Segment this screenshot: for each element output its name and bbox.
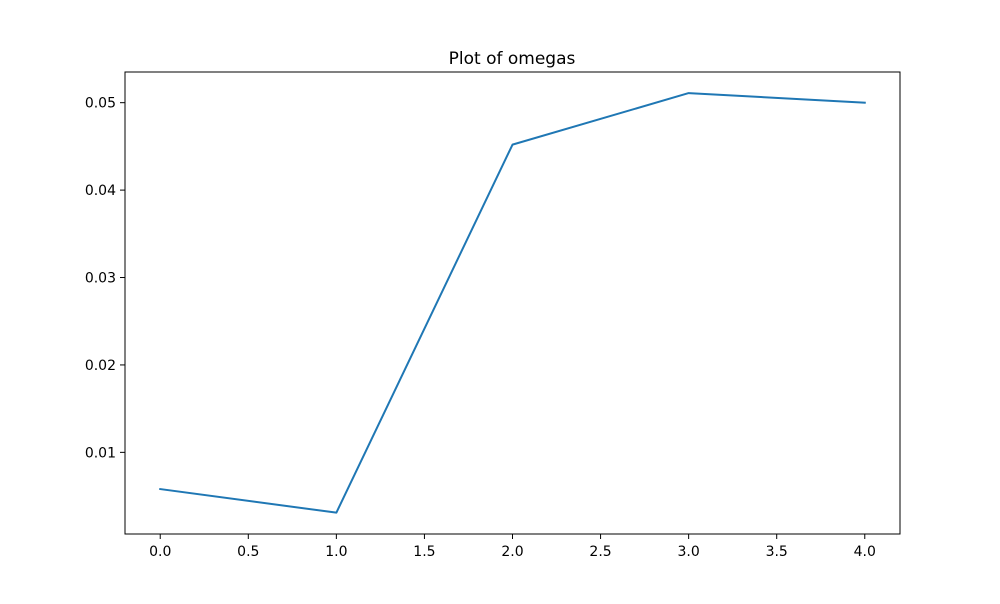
y-tick-label: 0.03 [85,271,116,287]
x-tick-label: 2.0 [501,544,523,560]
x-tick-label: 2.5 [589,544,611,560]
x-tick-label: 1.5 [413,544,435,560]
y-tick-label: 0.04 [85,183,116,199]
x-tick-label: 0.0 [149,544,171,560]
plot-area-frame [124,71,901,535]
y-tick-label: 0.01 [85,445,116,461]
x-tick-label: 4.0 [854,544,876,560]
series-line [159,92,866,514]
series-layer [159,92,866,514]
y-axis: 0.01 0.02 0.03 0.04 0.05 [85,96,125,461]
y-tick-label: 0.02 [85,358,116,374]
chart-title: Plot of omegas [449,49,576,69]
x-axis: 0.0 0.5 1.0 1.5 2.0 2.5 3.0 3.5 4.0 [149,534,876,560]
x-tick-label: 3.5 [766,544,788,560]
x-tick-label: 1.0 [325,544,347,560]
y-tick-label: 0.05 [85,96,116,112]
x-tick-label: 3.0 [678,544,700,560]
x-tick-label: 0.5 [237,544,259,560]
